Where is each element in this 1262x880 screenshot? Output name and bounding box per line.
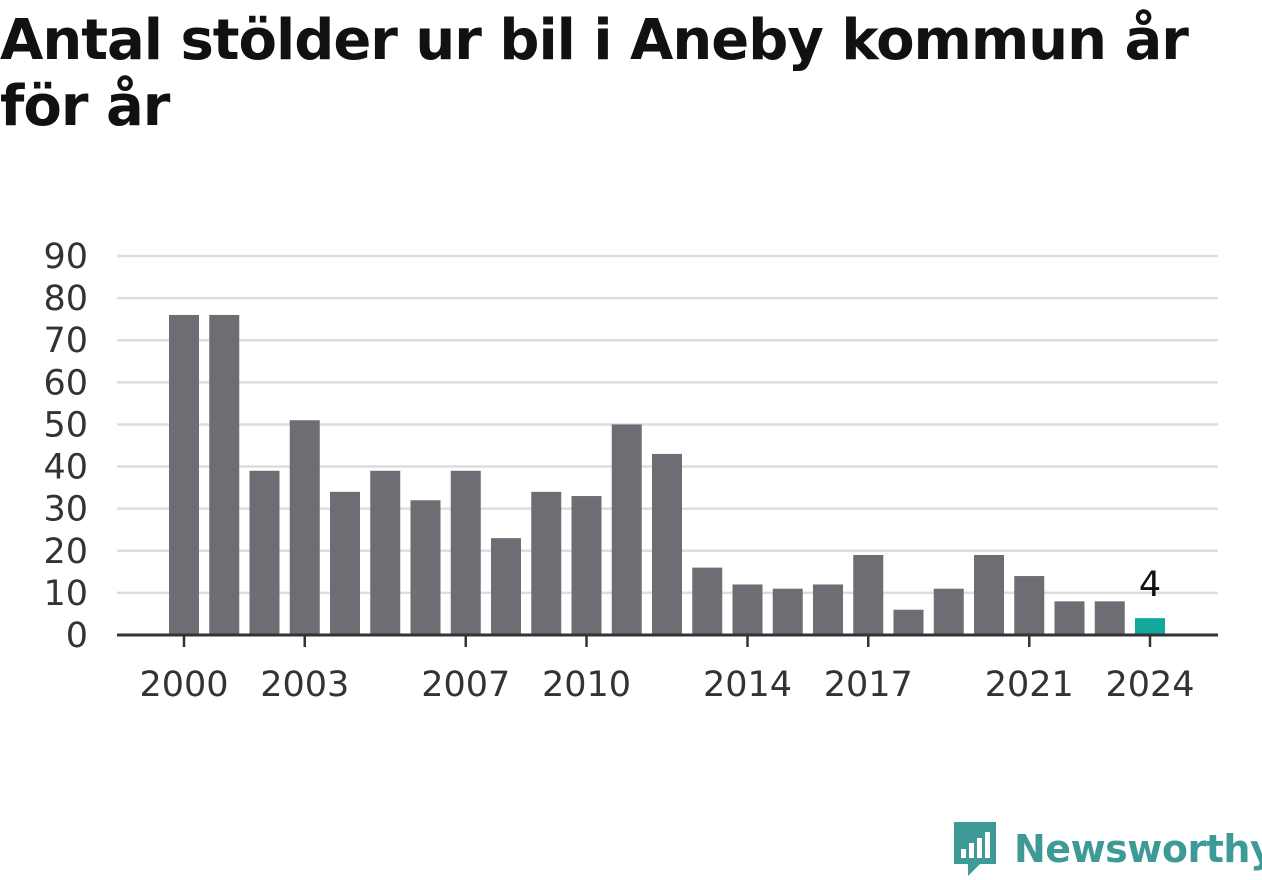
y-tick-label: 10 <box>43 574 88 614</box>
bar-2022 <box>1054 601 1085 635</box>
chart-title: Antal stölder ur bil i Aneby kommun år f… <box>0 8 1189 139</box>
y-tick-label: 80 <box>43 279 88 319</box>
bar-2004 <box>330 491 360 635</box>
x-axis <box>117 633 1218 647</box>
bar-2011 <box>611 424 642 635</box>
bar-2018 <box>893 609 924 635</box>
bar-2016 <box>813 584 843 635</box>
y-tick-label: 0 <box>66 616 88 656</box>
x-tick-label: 2017 <box>824 665 913 705</box>
bar-2012 <box>652 453 682 635</box>
bar-2021 <box>1014 576 1045 635</box>
y-tick-label: 40 <box>43 448 88 488</box>
y-tick-label: 50 <box>43 405 88 445</box>
newsworthy-logo: Newsworthy <box>950 818 1262 880</box>
brand-name: Newsworthy <box>1014 827 1262 871</box>
bar-2010 <box>571 496 602 635</box>
x-tick-label: 2010 <box>542 665 631 705</box>
bar-2008 <box>491 538 521 635</box>
y-tick-label: 20 <box>43 532 88 572</box>
y-tick-label: 70 <box>43 321 88 361</box>
bar-2007 <box>450 470 481 635</box>
x-tick-label: 2000 <box>139 665 228 705</box>
x-tick-label: 2014 <box>703 665 792 705</box>
bar-2017 <box>853 554 884 635</box>
bar-2014 <box>732 584 763 635</box>
annotations: 4 <box>1139 565 1161 605</box>
bar-2009 <box>531 491 562 635</box>
bar-2024 <box>1135 618 1165 635</box>
bar-2001 <box>209 314 240 635</box>
bar-2002 <box>249 470 280 635</box>
bar-2015 <box>772 588 803 635</box>
bar-2020 <box>974 554 1004 635</box>
bar-2005 <box>370 470 401 635</box>
bars <box>169 314 1165 635</box>
bar-2006 <box>410 500 441 635</box>
y-tick-label: 60 <box>43 363 88 403</box>
x-tick-label: 2021 <box>985 665 1074 705</box>
bar-chart-speech-bubble-icon <box>954 822 996 876</box>
bar-2023 <box>1094 601 1125 635</box>
bar-2019 <box>933 588 964 635</box>
y-tick-label: 90 <box>43 237 88 277</box>
y-tick-label: 30 <box>43 490 88 530</box>
bar-2013 <box>692 567 723 635</box>
x-axis-labels: 2000 2003 2007 2010 2014 2017 2021 2024 <box>139 665 1194 705</box>
x-tick-label: 2007 <box>421 665 510 705</box>
bar-2000 <box>169 314 199 635</box>
x-tick-label: 2003 <box>260 665 349 705</box>
bar-2003 <box>289 420 320 635</box>
data-label-2024: 4 <box>1139 565 1161 605</box>
x-tick-label: 2024 <box>1105 665 1194 705</box>
